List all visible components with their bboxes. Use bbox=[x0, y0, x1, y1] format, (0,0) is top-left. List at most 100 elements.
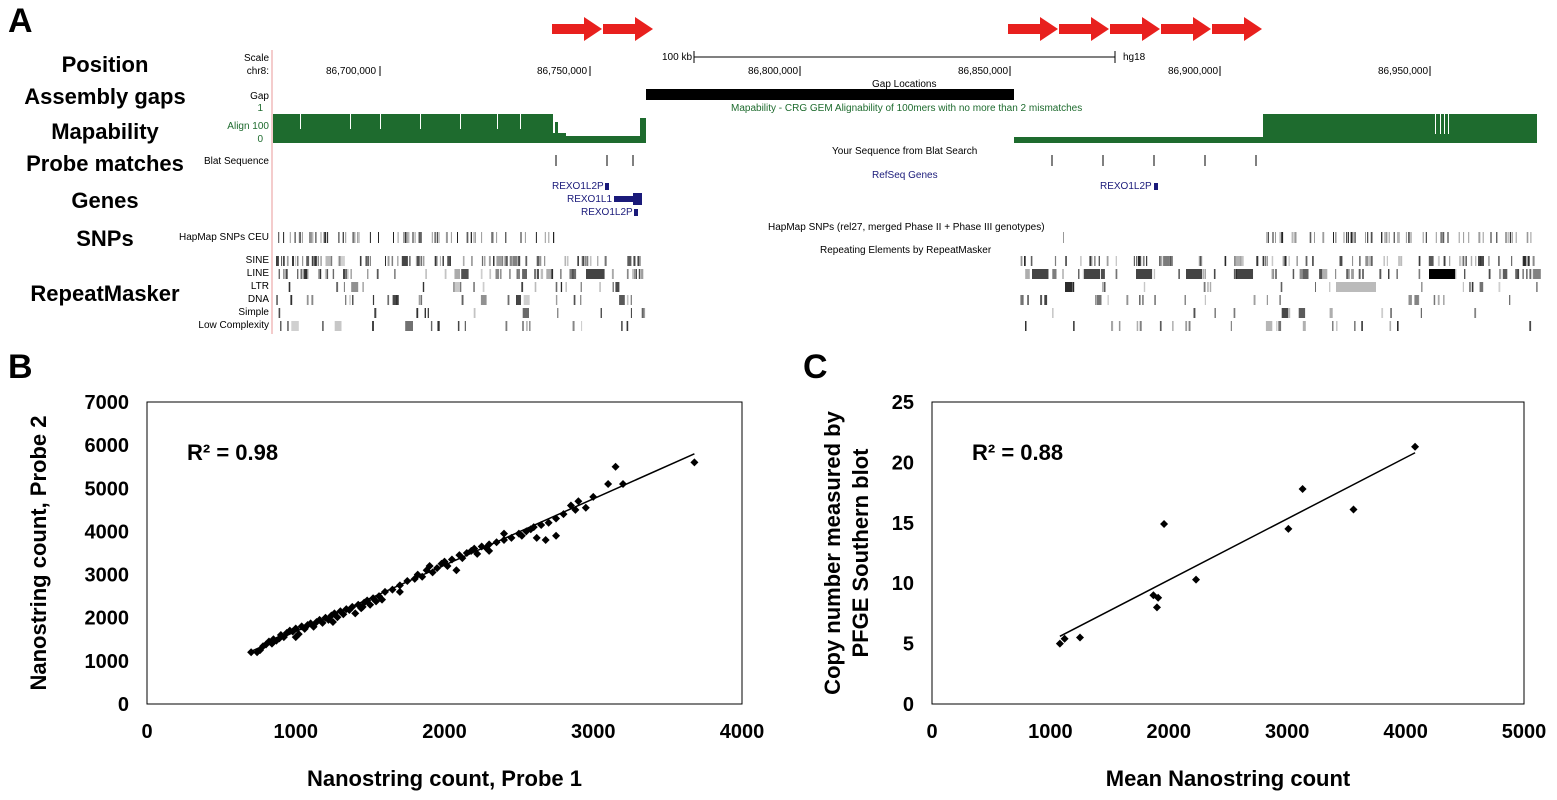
chart-b-data-point bbox=[339, 610, 348, 619]
chart-b-y-tick-label: 2000 bbox=[85, 608, 130, 630]
chart-b: 0 1000 2000 3000 4000 5000 6000 7000 0 1000 2000 30… bbox=[26, 392, 765, 791]
chart-b-data-point bbox=[604, 479, 613, 488]
chart-c-x-tick-label: 5000 bbox=[1502, 721, 1547, 743]
repeat-class-low-complexity: Low Complexity bbox=[198, 320, 269, 331]
chart-b-x-tick-label: 3000 bbox=[571, 721, 616, 743]
position-tick-label: 86,750,000 bbox=[537, 66, 588, 77]
assembly-gap-block bbox=[646, 89, 1014, 100]
chart-c-y-tick-label: 25 bbox=[892, 392, 914, 414]
repeat-class-sine: SINE bbox=[245, 255, 269, 266]
chart-b-data-point bbox=[315, 615, 324, 624]
row-label-repeatmasker: RepeatMasker bbox=[30, 281, 180, 306]
chart-b-data-point bbox=[500, 529, 508, 538]
chart-b-x-axis-title: Nanostring count, Probe 1 bbox=[307, 766, 582, 791]
snp-track-title: HapMap SNPs (rel27, merged Phase II + Ph… bbox=[768, 222, 1045, 233]
chart-b-data-point bbox=[388, 585, 397, 594]
repeat-class-simple: Simple bbox=[238, 307, 269, 318]
chart-b-data-point bbox=[532, 533, 541, 542]
chart-b-data-point bbox=[366, 600, 375, 609]
repeat-track-title: Repeating Elements by RepeatMasker bbox=[820, 245, 992, 256]
chart-b-data-point bbox=[507, 533, 516, 542]
chart-b-data-point bbox=[690, 458, 699, 467]
chart-c-x-tick-label: 4000 bbox=[1383, 721, 1428, 743]
chart-b-y-tick-label: 7000 bbox=[85, 392, 130, 414]
chart-b-x-tick-label: 2000 bbox=[422, 721, 467, 743]
snp-track-label: HapMap SNPs CEU bbox=[178, 232, 269, 243]
genome-tracks bbox=[271, 17, 1541, 334]
mapability-min-label: 0 bbox=[257, 134, 263, 145]
chart-b-data-point bbox=[291, 624, 300, 633]
scale-bar bbox=[693, 51, 1116, 63]
chart-b-data-point bbox=[517, 531, 526, 540]
chart-b-data-point bbox=[552, 531, 561, 540]
chart-b-data-point bbox=[492, 538, 501, 547]
chart-c-x-tick-label: 1000 bbox=[1028, 721, 1073, 743]
repeat-class-dna: DNA bbox=[247, 294, 269, 305]
orientation-arrows bbox=[552, 17, 1262, 41]
chart-b-data-point bbox=[541, 536, 550, 545]
chart-c-data-point bbox=[1411, 442, 1420, 451]
orientation-arrow bbox=[1008, 17, 1058, 41]
chart-c-data-point bbox=[1076, 633, 1084, 642]
repeat-class-ltr: LTR bbox=[250, 281, 269, 292]
blat-track-title: Your Sequence from Blat Search bbox=[832, 146, 978, 157]
refseq-track-title: RefSeq Genes bbox=[872, 170, 938, 181]
row-label-position: Position bbox=[61, 52, 149, 77]
chart-c-y-axis-title-line: PFGE Southern blot bbox=[848, 448, 873, 658]
chart-b-data-point bbox=[318, 618, 327, 627]
chart-b-x-tick-label: 1000 bbox=[274, 721, 319, 743]
chart-b-data-point bbox=[306, 619, 315, 628]
chart-b-data-point bbox=[247, 648, 256, 657]
chrom-label: chr8: bbox=[246, 66, 269, 77]
chart-b-data-point bbox=[470, 544, 479, 553]
chart-b-data-point bbox=[395, 587, 404, 596]
chart-b-data-point bbox=[279, 633, 288, 642]
chart-b-data-point bbox=[611, 462, 620, 471]
row-label-genes: Genes bbox=[71, 188, 139, 213]
repeat-class-line: LINE bbox=[246, 268, 269, 279]
chart-b-data-point bbox=[589, 492, 598, 501]
chart-c-y-tick-label: 10 bbox=[892, 573, 914, 595]
chart-b-data-point bbox=[566, 501, 575, 510]
blat-track-label: Blat Sequence bbox=[203, 156, 269, 167]
mapability-track-title: Mapability - CRG GEM Alignability of 100… bbox=[731, 103, 1083, 114]
chart-c-data-point bbox=[1298, 484, 1307, 493]
chart-b-data-point bbox=[537, 520, 546, 529]
chart-c-data-point bbox=[1284, 524, 1293, 533]
position-tick-label: 86,900,000 bbox=[1168, 66, 1219, 77]
chart-b-y-axis-title: Nanostring count, Probe 2 bbox=[26, 415, 51, 690]
chart-b-data-point bbox=[330, 609, 339, 618]
chart-b-data-point bbox=[403, 577, 412, 586]
row-label-snps: SNPs bbox=[76, 226, 134, 251]
chart-b-data-point bbox=[291, 633, 300, 642]
chart-b-data-point bbox=[321, 613, 330, 622]
gap-track-label: Gap bbox=[250, 91, 269, 102]
orientation-arrow bbox=[1110, 17, 1160, 41]
scale-bar-label: 100 kb bbox=[662, 52, 693, 63]
chart-c-y-tick-label: 20 bbox=[892, 452, 914, 474]
chart-b-x-tick-label: 4000 bbox=[720, 721, 765, 743]
chart-b-plot-frame bbox=[146, 401, 743, 705]
orientation-arrow bbox=[1161, 17, 1211, 41]
orientation-arrow bbox=[603, 17, 653, 41]
chart-b-data-point bbox=[455, 551, 464, 560]
chart-b-data-point bbox=[327, 611, 336, 620]
mapability-track-label: Align 100 bbox=[227, 121, 269, 132]
chart-b-data-point bbox=[418, 572, 427, 581]
chart-b-data-point bbox=[363, 596, 372, 605]
gene-label: REXO1L2P bbox=[1100, 181, 1152, 192]
chart-b-data-point bbox=[381, 587, 389, 596]
chart-b-data-point bbox=[372, 597, 381, 606]
chart-b-y-tick-label: 5000 bbox=[85, 478, 130, 500]
mapability-track bbox=[273, 114, 1537, 143]
mapability-max-label: 1 bbox=[257, 103, 263, 114]
chart-c-x-tick-label: 3000 bbox=[1265, 721, 1310, 743]
chart-b-data-point bbox=[485, 540, 494, 549]
position-tick-label: 86,850,000 bbox=[958, 66, 1009, 77]
snp-track bbox=[278, 232, 1532, 243]
chart-b-data-point bbox=[571, 505, 580, 514]
position-ticks bbox=[379, 66, 1431, 76]
chart-b-data-point bbox=[619, 479, 627, 488]
chart-b-data-point bbox=[358, 602, 367, 611]
chart-b-data-point bbox=[447, 555, 456, 564]
